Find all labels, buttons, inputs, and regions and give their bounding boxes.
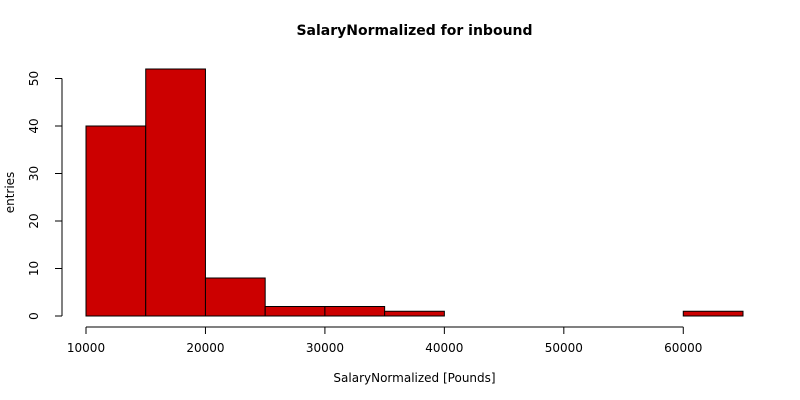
chart-title: SalaryNormalized for inbound [296, 23, 532, 39]
histogram-bar [324, 306, 386, 317]
y-tick-label: 30 [27, 166, 41, 181]
y-axis: 0 10 20 30 40 50 [27, 71, 63, 320]
x-tick-label: 50000 [545, 341, 583, 355]
y-tick-label: 40 [27, 118, 41, 133]
y-tick-label: 50 [27, 71, 41, 86]
histogram-bar [264, 306, 326, 317]
histogram-bar [204, 277, 266, 317]
histogram-bar [682, 310, 744, 317]
histogram-bar [384, 310, 445, 317]
histogram-bar [145, 68, 206, 317]
y-axis-label: entries [3, 172, 17, 214]
x-axis-label: SalaryNormalized [Pounds] [333, 371, 495, 385]
y-tick-label: 20 [27, 213, 41, 228]
x-axis: 10000 20000 30000 40000 50000 60000 [67, 326, 702, 355]
x-tick-label: 60000 [664, 341, 702, 355]
x-tick-label: 30000 [306, 341, 344, 355]
y-tick-label: 0 [27, 312, 41, 320]
x-tick-label: 20000 [186, 341, 224, 355]
bars-group [85, 68, 744, 317]
histogram-bar [85, 125, 147, 317]
x-tick-label: 40000 [425, 341, 463, 355]
x-tick-label: 10000 [67, 341, 105, 355]
y-tick-label: 10 [27, 261, 41, 276]
